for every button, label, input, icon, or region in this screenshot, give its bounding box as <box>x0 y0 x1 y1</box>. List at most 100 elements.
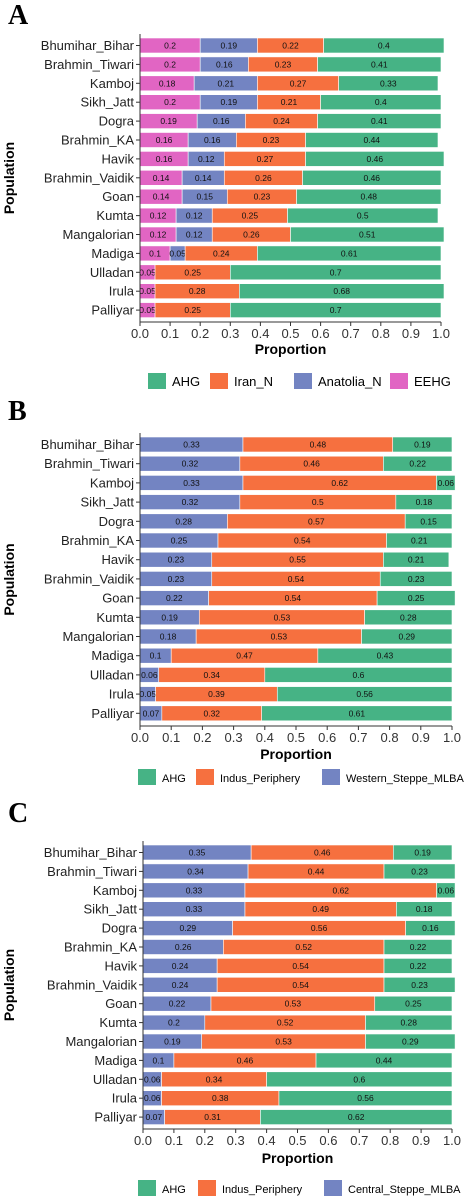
data-label: 0.47 <box>236 651 253 661</box>
population-label: Brahmin_KA <box>64 940 137 955</box>
legend-label: AHG <box>162 773 186 785</box>
x-tick-label: 1.0 <box>443 1133 461 1148</box>
x-tick-label: 0.0 <box>131 326 149 341</box>
data-label: 0.16 <box>156 135 173 145</box>
data-label: 0.68 <box>333 286 350 296</box>
data-label: 0.18 <box>159 78 176 88</box>
data-label: 0.56 <box>311 923 328 933</box>
population-label: Brahmin_KA <box>61 133 134 148</box>
population-label: Brahmin_Vaidik <box>47 977 138 992</box>
x-tick-label: 0.7 <box>349 730 367 745</box>
data-label: 0.19 <box>414 440 431 450</box>
legend-label: Central_Steppe_MLBA <box>348 1184 461 1196</box>
bar-segment <box>436 475 456 491</box>
x-tick-label: 0.0 <box>134 1133 152 1148</box>
legend-swatch <box>390 373 408 389</box>
data-label: 0.19 <box>164 1037 181 1047</box>
panel-label: C <box>8 798 28 829</box>
x-tick-label: 0.9 <box>412 730 430 745</box>
population-label: Madiga <box>91 246 134 261</box>
data-label: 0.22 <box>410 961 427 971</box>
bar-segment <box>260 1109 453 1125</box>
data-label: 0.28 <box>189 286 206 296</box>
data-label: 0.1 <box>149 248 161 258</box>
x-tick-label: 0.1 <box>161 326 179 341</box>
data-label: 0.54 <box>294 536 311 546</box>
population-label: Havik <box>104 958 137 973</box>
x-tick-label: 1.0 <box>443 730 461 745</box>
data-label: 0.1 <box>150 651 162 661</box>
data-label: 0.35 <box>189 848 206 858</box>
legend-label: Iran_N <box>234 374 273 389</box>
bar-segment <box>317 647 453 664</box>
data-label: 0.46 <box>367 154 384 164</box>
data-label: 0.2 <box>164 59 176 69</box>
data-label: 0.56 <box>357 1093 374 1103</box>
y-axis-title: Population <box>1 543 17 615</box>
population-label: Dogra <box>99 114 135 129</box>
legend-swatch <box>138 769 156 785</box>
population-label: Brahmin_KA <box>61 533 134 548</box>
bar-segment <box>396 901 453 918</box>
data-label: 0.16 <box>216 59 233 69</box>
population-label: Irula <box>109 284 135 299</box>
data-label: 0.38 <box>212 1093 229 1103</box>
data-label: 0.21 <box>408 555 425 565</box>
bar-segment <box>436 882 456 899</box>
legend-label: AHG <box>172 374 200 389</box>
panel-c: C Bhumihar_Bihar 0.35 0.46 0.19 Brahmin_Tiwar… <box>1 798 461 1196</box>
population-label: Sikh_Jatt <box>81 95 135 110</box>
data-label: 0.28 <box>175 516 192 526</box>
data-label: 0.23 <box>408 574 425 584</box>
data-label: 0.27 <box>257 154 274 164</box>
bar-segment <box>317 113 442 129</box>
data-label: 0.33 <box>183 478 200 488</box>
legend-label: Indus_Periphery <box>222 1184 303 1196</box>
x-tick-label: 0.6 <box>318 730 336 745</box>
data-label: 0.12 <box>150 211 167 221</box>
bar-segment <box>395 494 453 510</box>
data-label: 0.4 <box>378 41 390 51</box>
bar-segment <box>296 188 442 205</box>
data-label: 0.46 <box>363 173 380 183</box>
population-label: Bhumihar_Bihar <box>44 845 138 860</box>
data-label: 0.15 <box>420 516 437 526</box>
legend: AHG Indus_Periphery Central_Steppe_MLBA <box>138 1180 461 1196</box>
population-label: Goan <box>105 996 137 1011</box>
x-tick-label: 0.8 <box>381 1133 399 1148</box>
bar-segment <box>386 532 453 549</box>
population-label: Sikh_Jatt <box>81 495 135 510</box>
bar-segment <box>230 264 442 281</box>
data-label: 0.2 <box>168 1018 180 1028</box>
data-label: 0.41 <box>371 116 388 126</box>
population-label: Madiga <box>94 1053 137 1068</box>
legend-swatch <box>322 769 340 785</box>
x-tick-label: 0.1 <box>162 730 180 745</box>
bar-segment <box>364 609 453 626</box>
data-label: 0.19 <box>160 116 177 126</box>
data-label: 0.7 <box>330 305 342 315</box>
data-label: 0.33 <box>186 904 203 914</box>
data-label: 0.26 <box>243 230 260 240</box>
bar-segment <box>264 667 453 683</box>
population-label: Sikh_Jatt <box>84 902 138 917</box>
data-label: 0.27 <box>290 78 307 88</box>
data-label: 0.22 <box>169 999 186 1009</box>
population-label: Bhumihar_Bihar <box>41 437 135 452</box>
x-axis-title: Proportion <box>255 341 327 357</box>
legend-label: Indus_Periphery <box>220 773 301 785</box>
population-label: Palliyar <box>91 303 134 318</box>
data-label: 0.7 <box>330 267 342 277</box>
y-axis-title: Population <box>1 142 17 214</box>
population-label: Kumta <box>99 1015 137 1030</box>
x-tick-label: 0.3 <box>227 1133 245 1148</box>
population-label: Kamboj <box>90 76 134 91</box>
legend-label: Anatolia_N <box>318 374 382 389</box>
bar-segment <box>383 958 453 974</box>
population-label: Irula <box>109 687 135 702</box>
data-label: 0.12 <box>150 230 167 240</box>
data-label: 0.5 <box>357 211 369 221</box>
population-label: Bhumihar_Bihar <box>41 38 135 53</box>
legend-swatch <box>294 373 312 389</box>
data-label: 0.4 <box>375 97 387 107</box>
